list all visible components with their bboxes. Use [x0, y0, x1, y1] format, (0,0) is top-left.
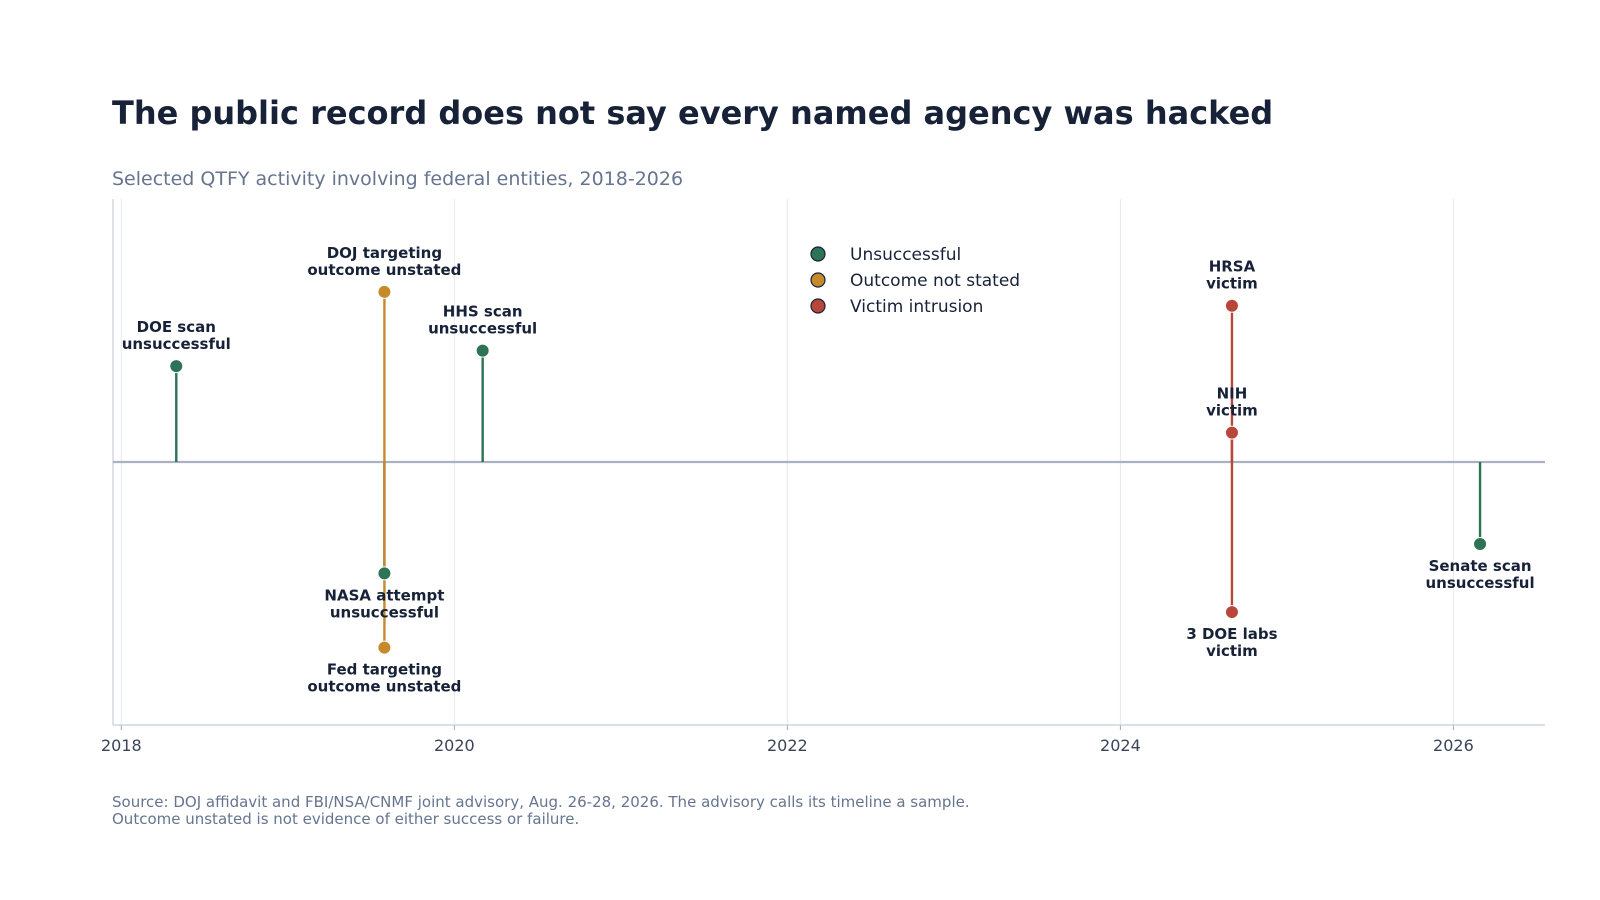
event-marker [1224, 298, 1239, 313]
x-tick-label: 2024 [1100, 736, 1141, 755]
event-marker [1224, 605, 1239, 620]
event-marker [169, 359, 184, 374]
event-label: unsuccessful [330, 603, 439, 621]
legend-label: Outcome not stated [850, 271, 1020, 291]
event-label: victim [1206, 402, 1258, 420]
event-label: unsuccessful [122, 335, 231, 353]
x-tick-label: 2020 [434, 736, 475, 755]
event-marker [475, 343, 490, 358]
x-tick-label: 2018 [101, 736, 142, 755]
x-tick-label: 2022 [767, 736, 808, 755]
event-label: Fed targeting [327, 661, 442, 679]
event-label: victim [1206, 642, 1258, 660]
chart-title: The public record does not say every nam… [112, 94, 1274, 132]
legend-marker [810, 246, 826, 262]
legend-marker [810, 298, 826, 314]
chart-source-note: Source: DOJ affidavit and FBI/NSA/CNMF j… [112, 794, 970, 828]
source-line-2: Outcome unstated is not evidence of eith… [112, 810, 580, 828]
event-label: 3 DOE labs [1186, 625, 1277, 643]
event-label: Senate scan [1429, 557, 1532, 575]
event-label: DOJ targeting [327, 244, 442, 262]
event-markers [169, 284, 1488, 655]
event-marker [377, 566, 392, 581]
legend-label: Unsuccessful [850, 245, 961, 265]
event-marker [1473, 536, 1488, 551]
event-label: DOE scan [137, 318, 216, 336]
event-stems [175, 291, 1482, 648]
axes: 2018 2020 2022 2024 2026 [101, 199, 1545, 755]
event-marker [377, 284, 392, 299]
event-label: outcome unstated [307, 261, 461, 279]
event-label: unsuccessful [1425, 574, 1534, 592]
x-tick-label: 2026 [1433, 736, 1474, 755]
event-label: HHS scan [443, 303, 523, 321]
source-line-1: Source: DOJ affidavit and FBI/NSA/CNMF j… [112, 793, 970, 811]
legend: Unsuccessful Outcome not stated Victim int… [810, 245, 1020, 317]
event-marker [377, 640, 392, 655]
event-label: victim [1206, 275, 1258, 293]
legend-label: Victim intrusion [850, 297, 983, 317]
event-marker [1224, 425, 1239, 440]
event-label: HRSA [1209, 258, 1256, 276]
event-label: NIH [1217, 385, 1248, 403]
event-label: outcome unstated [307, 678, 461, 696]
event-label: unsuccessful [428, 320, 537, 338]
event-label: NASA attempt [324, 586, 444, 604]
legend-marker [810, 272, 826, 288]
chart-subtitle: Selected QTFY activity involving federal… [112, 168, 684, 190]
